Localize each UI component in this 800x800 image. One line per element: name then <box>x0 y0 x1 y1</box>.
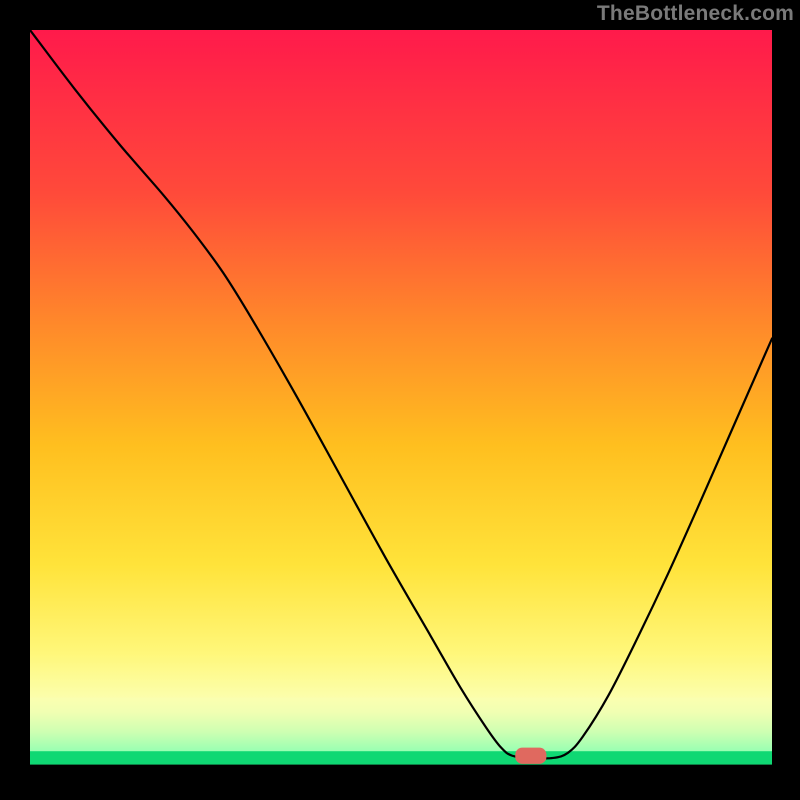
green-strip <box>30 751 772 764</box>
optimal-marker <box>515 748 546 764</box>
chart-frame: TheBottleneck.com <box>0 0 800 800</box>
watermark-text: TheBottleneck.com <box>597 2 794 26</box>
plot-area <box>30 30 772 772</box>
gradient-background <box>30 30 772 772</box>
bottleneck-chart-svg <box>30 30 772 772</box>
baseline-strip <box>30 765 772 772</box>
